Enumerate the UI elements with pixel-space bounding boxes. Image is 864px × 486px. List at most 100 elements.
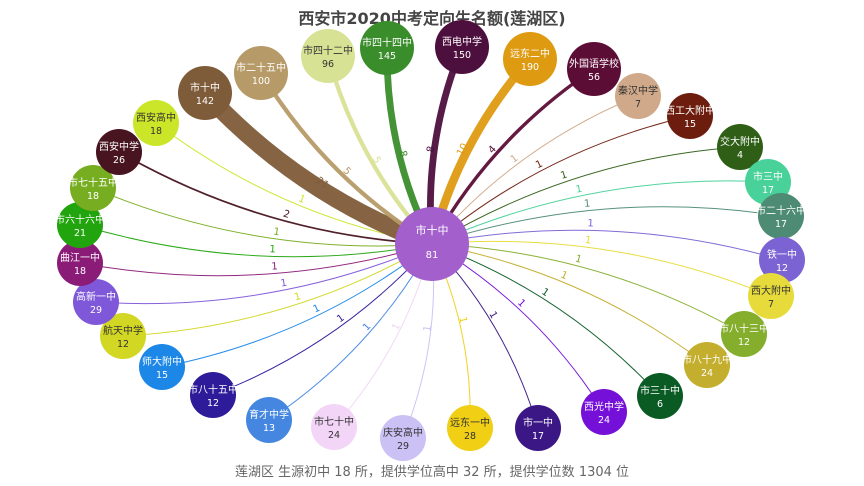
node-circle-6[interactable] bbox=[667, 93, 713, 139]
node-circle-12[interactable] bbox=[721, 311, 767, 357]
node-4[interactable]: 外国语学校 56 bbox=[567, 42, 621, 96]
node-7[interactable]: 交大附中 4 bbox=[717, 124, 763, 170]
node-circle-16[interactable] bbox=[515, 405, 561, 451]
edge-9 bbox=[431, 206, 782, 245]
node-20[interactable]: 育才中学 13 bbox=[246, 397, 292, 443]
node-label-15: 西光中学 bbox=[584, 400, 624, 413]
node-circle-5[interactable] bbox=[615, 73, 661, 119]
edge-label-32: 5 bbox=[370, 155, 383, 166]
node-circle-17[interactable] bbox=[447, 405, 493, 451]
edge-label-3: 10 bbox=[455, 142, 471, 158]
node-21[interactable]: 市八十五中 12 bbox=[188, 372, 238, 418]
edge-label-11: 1 bbox=[584, 235, 592, 247]
node-circle-18[interactable] bbox=[380, 415, 426, 461]
node-18[interactable]: 庆安高中 29 bbox=[380, 415, 426, 461]
node-26[interactable]: 市六十六中 21 bbox=[55, 202, 105, 248]
node-label-31: 市二十五中 bbox=[236, 61, 286, 74]
node-9[interactable]: 市二十六中 17 bbox=[756, 193, 806, 239]
node-label-19: 市七十中 bbox=[314, 415, 354, 428]
edge-label-21: 1 bbox=[335, 313, 346, 326]
node-circle-32[interactable] bbox=[301, 29, 355, 83]
node-value-2: 150 bbox=[453, 50, 471, 61]
node-27[interactable]: 市七十五中 18 bbox=[68, 165, 118, 211]
node-30[interactable]: 市十中 142 bbox=[178, 66, 232, 120]
node-25[interactable]: 曲江一中 18 bbox=[57, 240, 103, 286]
node-22[interactable]: 师大附中 15 bbox=[139, 344, 185, 390]
node-15[interactable]: 西光中学 24 bbox=[581, 389, 627, 435]
edge-label-5: 1 bbox=[509, 153, 521, 166]
node-circle-30[interactable] bbox=[178, 66, 232, 120]
node-circle-25[interactable] bbox=[57, 240, 103, 286]
node-circle-2[interactable] bbox=[435, 20, 489, 74]
center-node[interactable]: 市十中 81 bbox=[395, 207, 469, 281]
node-28[interactable]: 西安中学 26 bbox=[96, 129, 142, 175]
edge-label-19: 1 bbox=[390, 322, 403, 333]
node-circle-14[interactable] bbox=[637, 373, 683, 419]
edge-label-27: 1 bbox=[272, 227, 280, 239]
node-24[interactable]: 高新一中 29 bbox=[73, 279, 119, 325]
edge-label-8: 1 bbox=[575, 184, 583, 196]
node-13[interactable]: 市八十九中 24 bbox=[682, 342, 732, 388]
node-circle-4[interactable] bbox=[567, 42, 621, 96]
node-6[interactable]: 西工大附中 15 bbox=[665, 93, 715, 139]
node-label-8: 市三中 bbox=[753, 170, 783, 183]
chart-subtitle: 莲湖区 生源初中 18 所，提供学位高中 32 所，提供学位数 1304 位 bbox=[235, 464, 629, 480]
node-17[interactable]: 远东一中 28 bbox=[447, 405, 493, 451]
node-circle-13[interactable] bbox=[684, 342, 730, 388]
node-29[interactable]: 西安高中 18 bbox=[133, 100, 179, 146]
node-14[interactable]: 市三十中 6 bbox=[637, 373, 683, 419]
node-value-13: 24 bbox=[701, 368, 713, 379]
edge-21 bbox=[212, 243, 433, 396]
edge-7 bbox=[431, 146, 741, 245]
edge-label-6: 1 bbox=[534, 158, 545, 171]
node-circle-27[interactable] bbox=[70, 165, 116, 211]
node-label-23: 航天中学 bbox=[103, 324, 143, 337]
node-12[interactable]: 市八十三中 12 bbox=[719, 311, 769, 357]
node-circle-1[interactable] bbox=[360, 21, 414, 75]
node-circle-28[interactable] bbox=[96, 129, 142, 175]
node-16[interactable]: 市一中 17 bbox=[515, 405, 561, 451]
node-10[interactable]: 铁一中 12 bbox=[759, 237, 805, 283]
node-value-28: 26 bbox=[113, 155, 125, 166]
node-circle-22[interactable] bbox=[139, 344, 185, 390]
node-circle-24[interactable] bbox=[73, 279, 119, 325]
node-circle-20[interactable] bbox=[246, 397, 292, 443]
center-node-circle[interactable] bbox=[395, 207, 469, 281]
node-value-5: 7 bbox=[635, 99, 641, 110]
node-circle-19[interactable] bbox=[311, 404, 357, 450]
node-circle-29[interactable] bbox=[133, 100, 179, 146]
edge-label-20: 1 bbox=[361, 321, 373, 333]
node-3[interactable]: 远东二中 190 bbox=[503, 32, 557, 86]
node-value-12: 12 bbox=[738, 337, 750, 348]
node-31[interactable]: 市二十五中 100 bbox=[234, 46, 288, 100]
node-5[interactable]: 秦汉中学 7 bbox=[615, 73, 661, 119]
node-circle-21[interactable] bbox=[190, 372, 236, 418]
edge-label-26: 1 bbox=[269, 244, 276, 255]
node-circle-7[interactable] bbox=[717, 124, 763, 170]
node-23[interactable]: 航天中学 12 bbox=[100, 313, 146, 359]
node-label-2: 西电中学 bbox=[442, 35, 482, 48]
node-2[interactable]: 西电中学 150 bbox=[435, 20, 489, 74]
node-11[interactable]: 西大附中 7 bbox=[748, 273, 794, 319]
node-19[interactable]: 市七十中 24 bbox=[311, 404, 357, 450]
node-1[interactable]: 市四十四中 145 bbox=[360, 21, 414, 75]
node-circle-31[interactable] bbox=[234, 46, 288, 100]
edge-label-28: 2 bbox=[282, 209, 291, 221]
edge-label-24: 1 bbox=[280, 278, 288, 290]
edge-label-29: 1 bbox=[296, 193, 306, 206]
node-circle-3[interactable] bbox=[503, 32, 557, 86]
node-circle-9[interactable] bbox=[758, 193, 804, 239]
node-value-14: 6 bbox=[657, 399, 663, 410]
node-label-7: 交大附中 bbox=[720, 135, 760, 148]
edge-label-10: 1 bbox=[587, 218, 594, 229]
chart-title: 西安市2020中考定向生名额(莲湖区) bbox=[298, 9, 565, 28]
node-value-15: 24 bbox=[598, 415, 610, 426]
node-circle-11[interactable] bbox=[748, 273, 794, 319]
node-value-7: 4 bbox=[737, 150, 743, 161]
node-circle-10[interactable] bbox=[759, 237, 805, 283]
node-32[interactable]: 市四十二中 96 bbox=[301, 29, 355, 83]
node-circle-26[interactable] bbox=[57, 202, 103, 248]
node-circle-15[interactable] bbox=[581, 389, 627, 435]
node-circle-23[interactable] bbox=[100, 313, 146, 359]
